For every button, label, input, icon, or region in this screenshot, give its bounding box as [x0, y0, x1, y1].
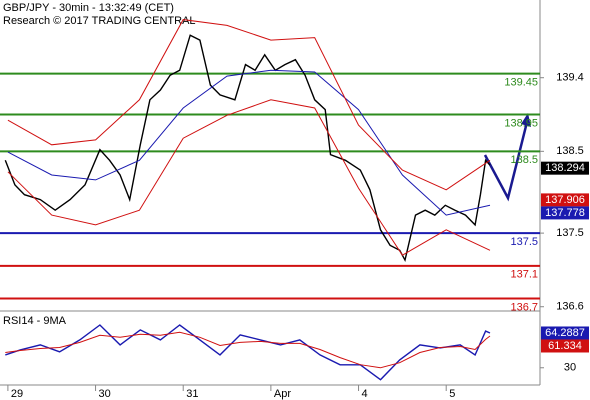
value-tag	[541, 339, 589, 353]
y-tick-label: 137.5	[556, 227, 584, 239]
y-tick-label: 136.6	[556, 301, 584, 313]
series-line	[5, 331, 491, 369]
value-tag	[541, 326, 589, 340]
level-label: 137.1	[510, 269, 538, 281]
value-tag-label: 137.778	[545, 207, 585, 219]
level-label: 138.5	[510, 154, 538, 166]
chart-subtitle: Research © 2017 TRADING CENTRAL	[3, 15, 196, 27]
rsi-title: RSI14 - 9MA	[3, 315, 67, 327]
level-label: 139.45	[504, 77, 538, 89]
value-tag-label: 61.334	[548, 340, 582, 352]
x-tick-label: 29	[11, 388, 23, 400]
y-tick-label: 30	[564, 362, 576, 374]
value-tag	[541, 206, 589, 220]
value-tag-label: 138.294	[545, 162, 585, 174]
value-tag-label: 137.906	[545, 194, 585, 206]
x-tick-label: Apr	[274, 388, 291, 400]
projection-arrow	[483, 121, 529, 202]
y-tick-label: 139.4	[556, 72, 584, 84]
x-tick-label: 5	[449, 388, 455, 400]
level-label: 137.5	[510, 236, 538, 248]
level-label: 136.7	[510, 301, 538, 313]
x-tick-label: 31	[186, 388, 198, 400]
series-line	[5, 324, 491, 381]
series-line	[7, 99, 491, 256]
value-tag	[541, 161, 589, 175]
level-label: 138.95	[504, 117, 538, 129]
value-tag-label: 64.2887	[545, 327, 585, 339]
x-tick-label: 30	[99, 388, 111, 400]
y-tick-label: 138.5	[556, 145, 584, 157]
projection-arrowhead	[521, 113, 531, 127]
series-line	[7, 19, 491, 191]
series-line	[4, 34, 491, 263]
value-tag	[541, 193, 589, 207]
x-tick-label: 4	[362, 388, 368, 400]
series-line	[7, 69, 491, 216]
chart-title: GBP/JPY - 30min - 13:32:49 (CET)	[3, 2, 174, 14]
